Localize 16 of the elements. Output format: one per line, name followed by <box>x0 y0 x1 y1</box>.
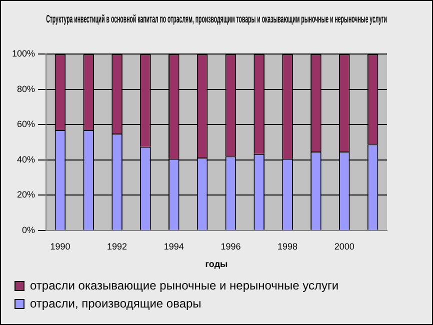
y-tick-label: 20% <box>17 190 36 200</box>
chart-title: Структура инвестиций в основной капитал по отраслям, производящим товары и оказывающим рыночные и нерыночные услуги <box>46 12 387 26</box>
legend-label: отрасли оказывающие рыночные и нерыночные услуги <box>30 278 339 292</box>
x-tick-label: 1992 <box>107 241 128 252</box>
y-tick-label: 80% <box>17 84 36 94</box>
y-tick-label: 40% <box>17 154 36 164</box>
x-tick-label: 1990 <box>50 241 70 252</box>
x-axis-title: годы <box>205 259 228 270</box>
y-tick-label: 100% <box>12 48 36 59</box>
legend-label: отрасли, производящие овары <box>30 296 202 310</box>
x-tick-label: 2000 <box>334 241 354 252</box>
x-tick-label: 1996 <box>220 241 241 252</box>
y-tick-label: 0% <box>22 224 36 235</box>
x-tick-label: 1998 <box>278 241 298 252</box>
x-tick-label: 1994 <box>164 241 184 252</box>
y-tick-label: 60% <box>17 119 36 130</box>
